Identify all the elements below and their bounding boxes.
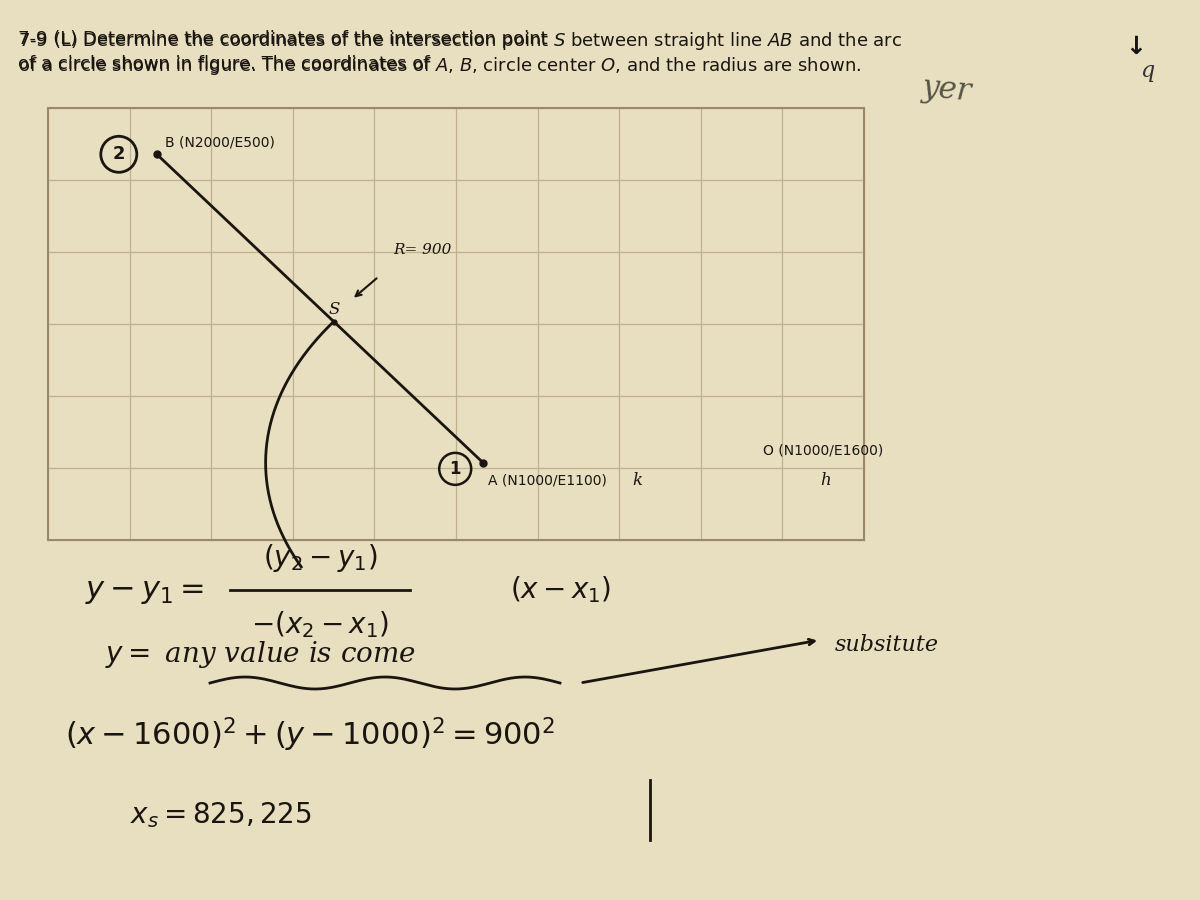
Text: O (N1000/E1600): O (N1000/E1600)	[763, 444, 883, 458]
Text: $(y_2-y_1)$: $(y_2-y_1)$	[263, 542, 377, 574]
Text: subsitute: subsitute	[835, 634, 940, 656]
Text: 7-9 (L) Determine the coordinates of the intersection point $S$ between straight: 7-9 (L) Determine the coordinates of the…	[18, 30, 902, 52]
Bar	[48, 108, 864, 540]
Text: $(x-x_1)$: $(x-x_1)$	[510, 574, 611, 606]
Text: k: k	[632, 472, 643, 489]
Text: of a circle shown in figure. The coordinates of $A$, $B$, circle center $O$, and: of a circle shown in figure. The coordin…	[18, 55, 862, 77]
Text: 2: 2	[113, 145, 125, 163]
Text: R= 900: R= 900	[394, 242, 452, 256]
Text: $y = $ any value is come: $y = $ any value is come	[106, 640, 415, 670]
Text: $-(x_2-x_1)$: $-(x_2-x_1)$	[251, 609, 389, 641]
Text: q: q	[1140, 60, 1154, 82]
Text: S: S	[329, 301, 340, 318]
Text: $y-y_1 =$: $y-y_1 =$	[85, 574, 204, 606]
Text: $x_s = 825, 225$: $x_s = 825, 225$	[130, 800, 312, 830]
Text: h: h	[821, 472, 830, 489]
Text: 1: 1	[450, 460, 461, 478]
Text: ↓: ↓	[1126, 35, 1146, 59]
Text: $(x-1600)^2 + (y-1000)^2 = 900^2$: $(x-1600)^2 + (y-1000)^2 = 900^2$	[65, 716, 556, 754]
Text: A (N1000/E1100): A (N1000/E1100)	[488, 474, 607, 488]
Text: yer: yer	[920, 72, 972, 107]
Text: 7-9 (L) Determine the coordinates of the intersection point: 7-9 (L) Determine the coordinates of the…	[18, 30, 553, 48]
Text: B (N2000/E500): B (N2000/E500)	[164, 135, 275, 149]
Text: of a circle shown in figure. The coordinates of: of a circle shown in figure. The coordin…	[18, 55, 436, 73]
